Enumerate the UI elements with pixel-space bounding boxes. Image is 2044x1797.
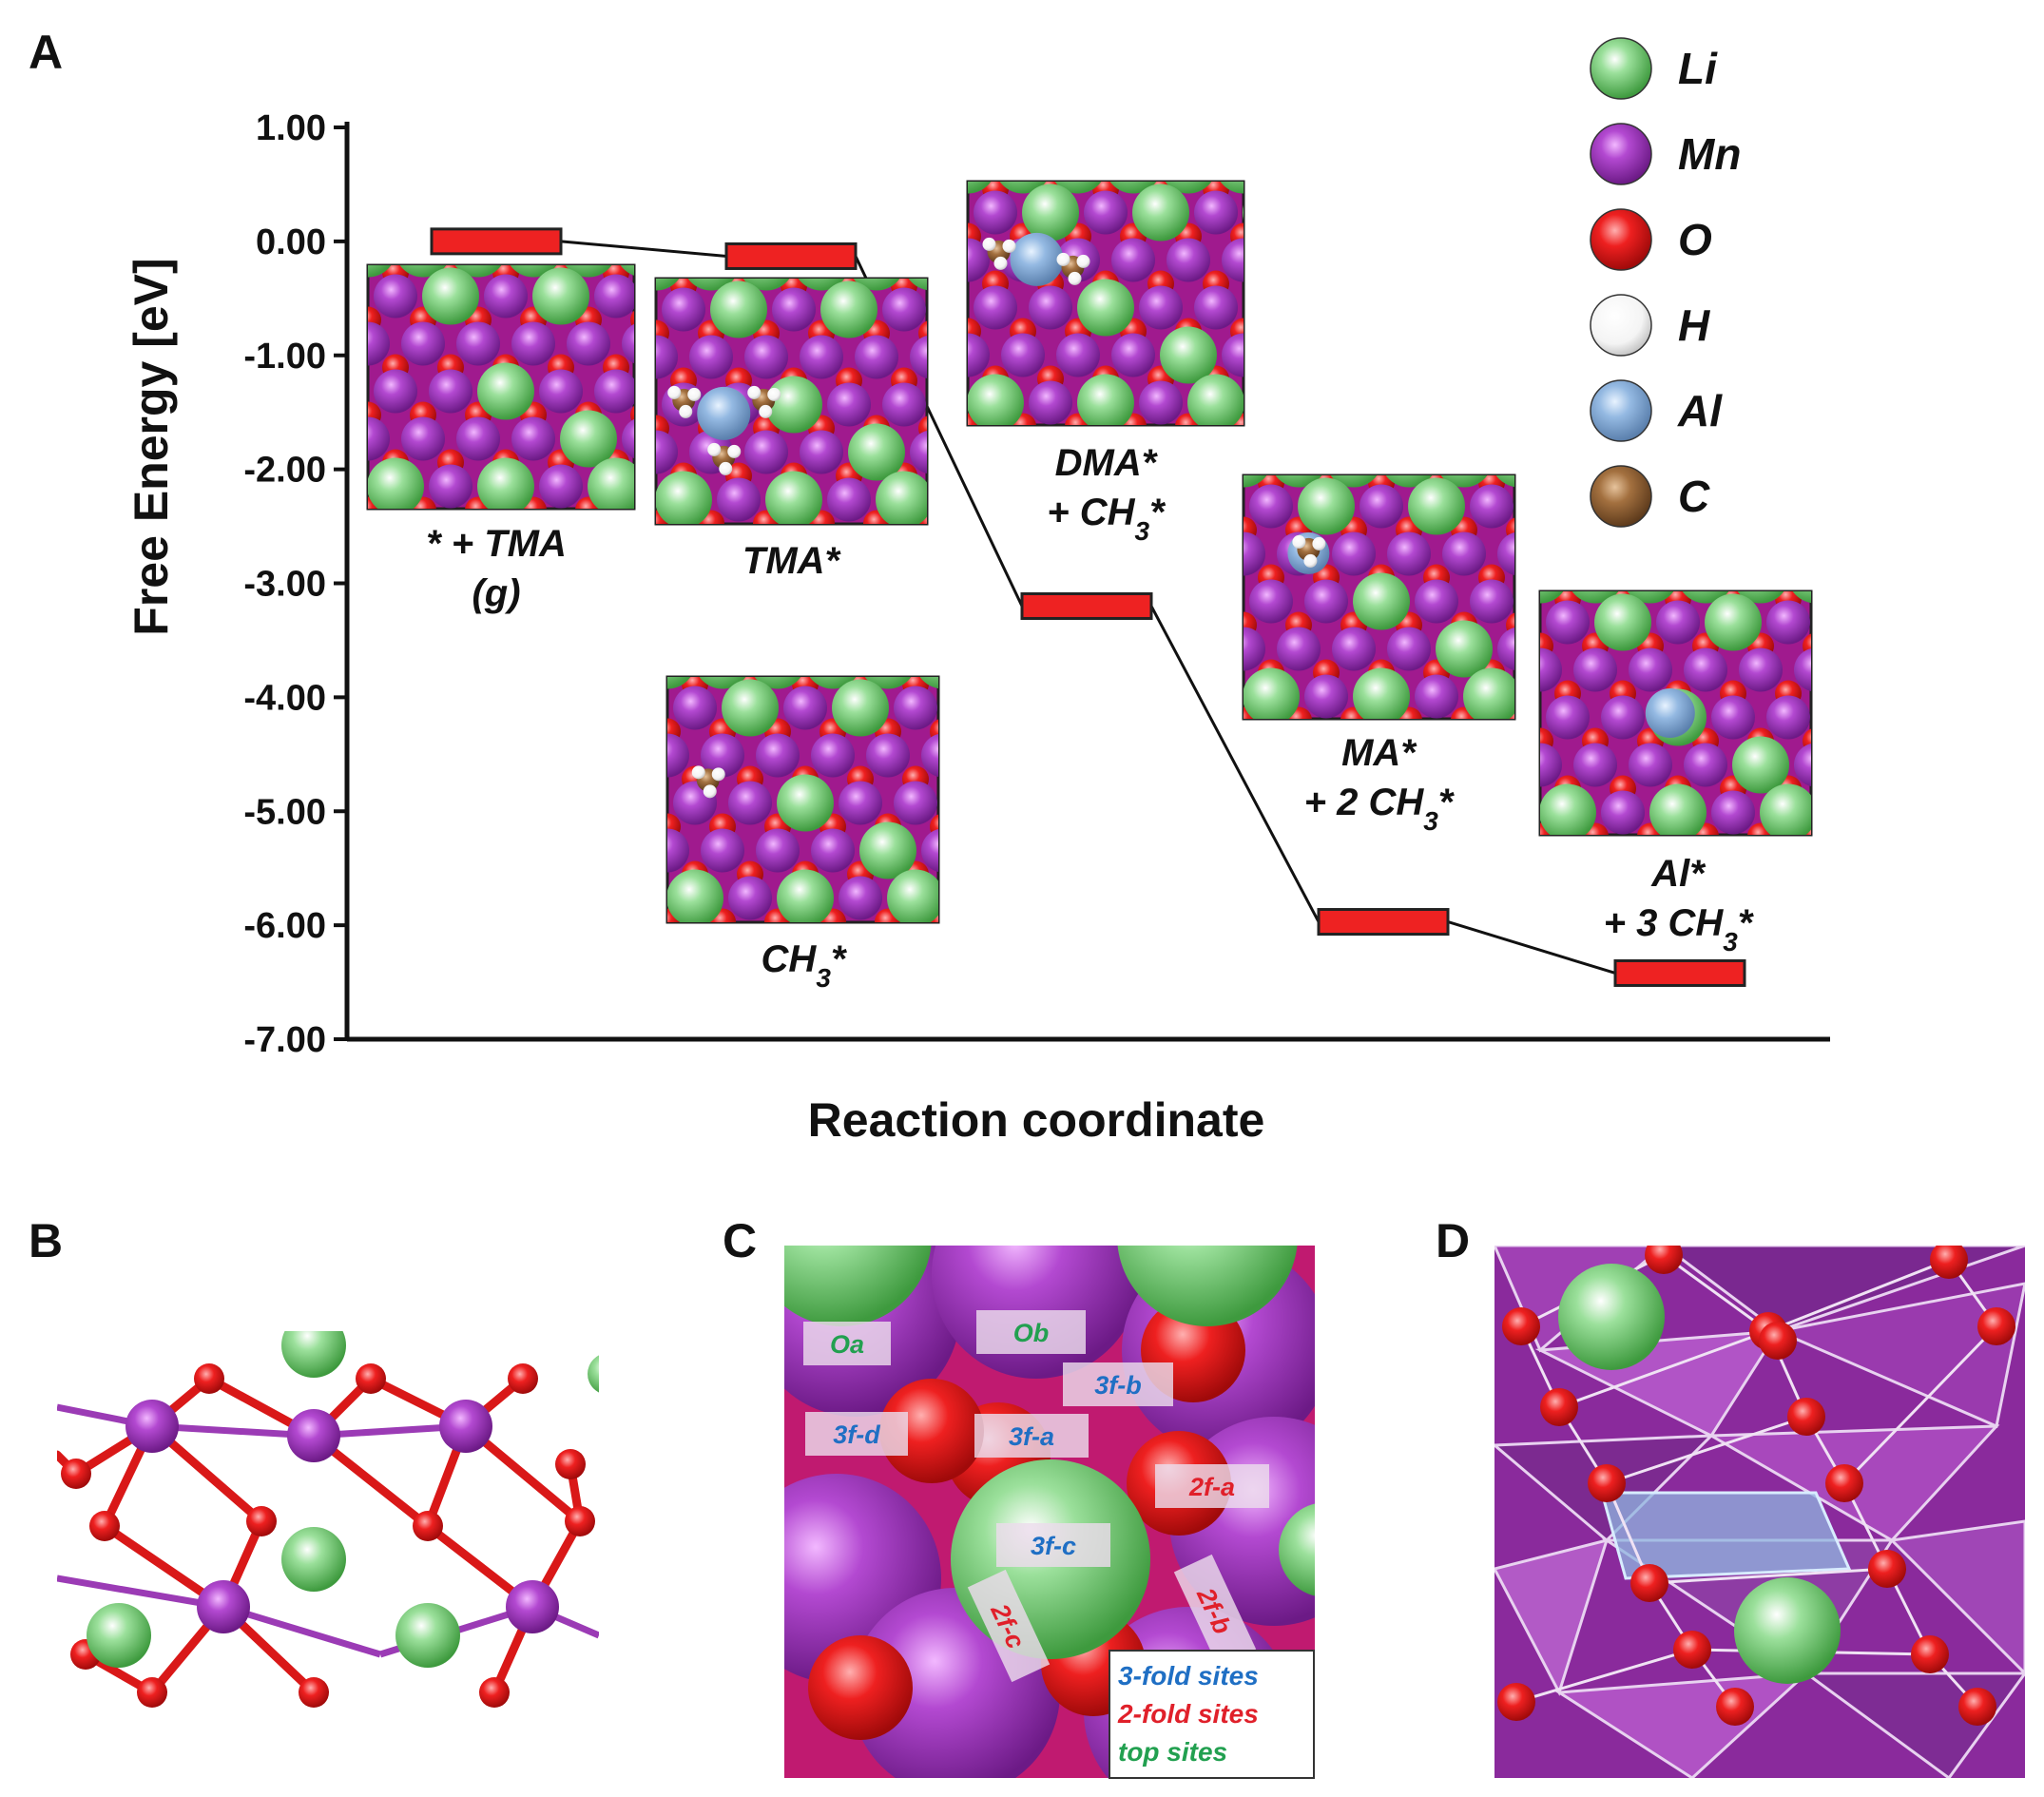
y-axis-title: Free Energy [eV] (125, 258, 178, 635)
state-label: + CH3* (1047, 492, 1167, 546)
state-label: * + TMA (426, 523, 567, 565)
inset-dma (966, 180, 1245, 427)
site-label-3f-c: 3f-c (996, 1523, 1110, 1567)
site-label-3f-d: 3f-d (805, 1412, 908, 1456)
svg-text:Ob: Ob (1013, 1319, 1050, 1347)
legend-label: O (1678, 215, 1712, 264)
legend-swatch-mn (1590, 123, 1652, 185)
inset-al (1538, 589, 1813, 837)
panel-letter-d: D (1436, 1214, 1470, 1267)
legend-label: Li (1678, 44, 1718, 93)
legend-swatch-al (1590, 379, 1652, 442)
energy-levels (430, 227, 1746, 987)
energy-level-bar (1020, 591, 1153, 620)
site-label-2f-b: 2f-b (1173, 1554, 1257, 1668)
y-tick-label: -3.00 (243, 565, 326, 605)
svg-text:3f-c: 3f-c (1031, 1532, 1076, 1560)
state-label: DMA* (1055, 442, 1159, 484)
chart-axes (344, 122, 1830, 1042)
legend-label: Al (1677, 386, 1723, 435)
svg-text:3f-b: 3f-b (1094, 1371, 1142, 1400)
inset-ch3 (665, 675, 940, 924)
inset-ma (1242, 473, 1516, 721)
energy-level-bar (724, 242, 858, 270)
x-axis-title: Reaction coordinate (808, 1093, 1265, 1147)
site-label-ob: Ob (976, 1310, 1086, 1354)
legend-swatch-c (1590, 465, 1652, 528)
state-label: MA* (1341, 732, 1417, 774)
y-tick-label: -2.00 (243, 451, 326, 491)
panel-letter-b: B (29, 1214, 63, 1267)
energy-diagram: 1.00 0.00 -1.00 -2.00 -3.00 -4.00 -5.00 -6.00 -7… (125, 37, 1830, 1147)
svg-text:3f-a: 3f-a (1009, 1422, 1054, 1451)
side-view-structure (57, 1331, 599, 1708)
state-label: + 3 CH3* (1604, 902, 1755, 956)
site-label-3f-b: 3f-b (1063, 1362, 1173, 1406)
svg-text:3f-d: 3f-d (833, 1420, 880, 1449)
legend-label: C (1678, 472, 1710, 521)
energy-level-bar (430, 227, 563, 256)
site-label-3f-a: 3f-a (974, 1414, 1089, 1458)
panel-d-art (1494, 1246, 2025, 1778)
legend-swatch-h (1590, 294, 1652, 357)
site-legend-3fold: 3-fold sites (1118, 1661, 1259, 1691)
y-tick-label: -6.00 (243, 906, 326, 946)
site-label-oa: Oa (803, 1322, 891, 1365)
site-legend-2fold: 2-fold sites (1117, 1699, 1259, 1729)
connector-line (1149, 605, 1321, 923)
inset-tma-gas (366, 263, 636, 511)
energy-level-bar (1613, 958, 1746, 987)
svg-text:2f-a: 2f-a (1188, 1473, 1235, 1501)
legend-swatch-o (1590, 208, 1652, 271)
y-tick-label: 0.00 (256, 222, 326, 262)
y-tick-label: -1.00 (243, 337, 326, 377)
svg-text:Oa: Oa (830, 1330, 864, 1359)
connector-line (1447, 920, 1616, 975)
connector-line (560, 240, 727, 258)
state-label: (g) (472, 572, 520, 614)
site-legend-top: top sites (1118, 1737, 1227, 1767)
panel-letter-a: A (29, 26, 63, 79)
panel-letter-c: C (723, 1214, 757, 1267)
state-labels: * + TMA (g) TMA* DMA* + CH3* MA* + 2 CH3* Al* + … (426, 442, 1755, 993)
energy-level-bar (1317, 908, 1450, 937)
state-label: Al* (1650, 853, 1707, 895)
y-tick-label: 1.00 (256, 108, 326, 148)
structure-insets (366, 180, 1813, 924)
site-legend-box: 3-fold sites 2-fold sites top sites (1109, 1650, 1315, 1779)
legend-label: Mn (1678, 129, 1741, 179)
y-tick-label: -7.00 (243, 1020, 326, 1060)
state-label: + 2 CH3* (1304, 782, 1456, 836)
element-legend: Li Mn OH Al C (1590, 37, 1741, 528)
legend-swatch-li (1590, 37, 1652, 100)
y-tick-label: -5.00 (243, 792, 326, 832)
y-axis-ticks: 1.00 0.00 -1.00 -2.00 -3.00 -4.00 -5.00 -6.00 -7… (243, 108, 347, 1060)
state-label-ch3: CH3* (762, 938, 848, 993)
y-tick-label: -4.00 (243, 678, 326, 718)
state-label: TMA* (742, 540, 842, 582)
inset-tma-ads (654, 277, 929, 526)
polyhedral-view (1494, 1246, 2025, 1778)
legend-label: H (1678, 300, 1710, 350)
site-label-2f-a: 2f-a (1155, 1464, 1269, 1508)
